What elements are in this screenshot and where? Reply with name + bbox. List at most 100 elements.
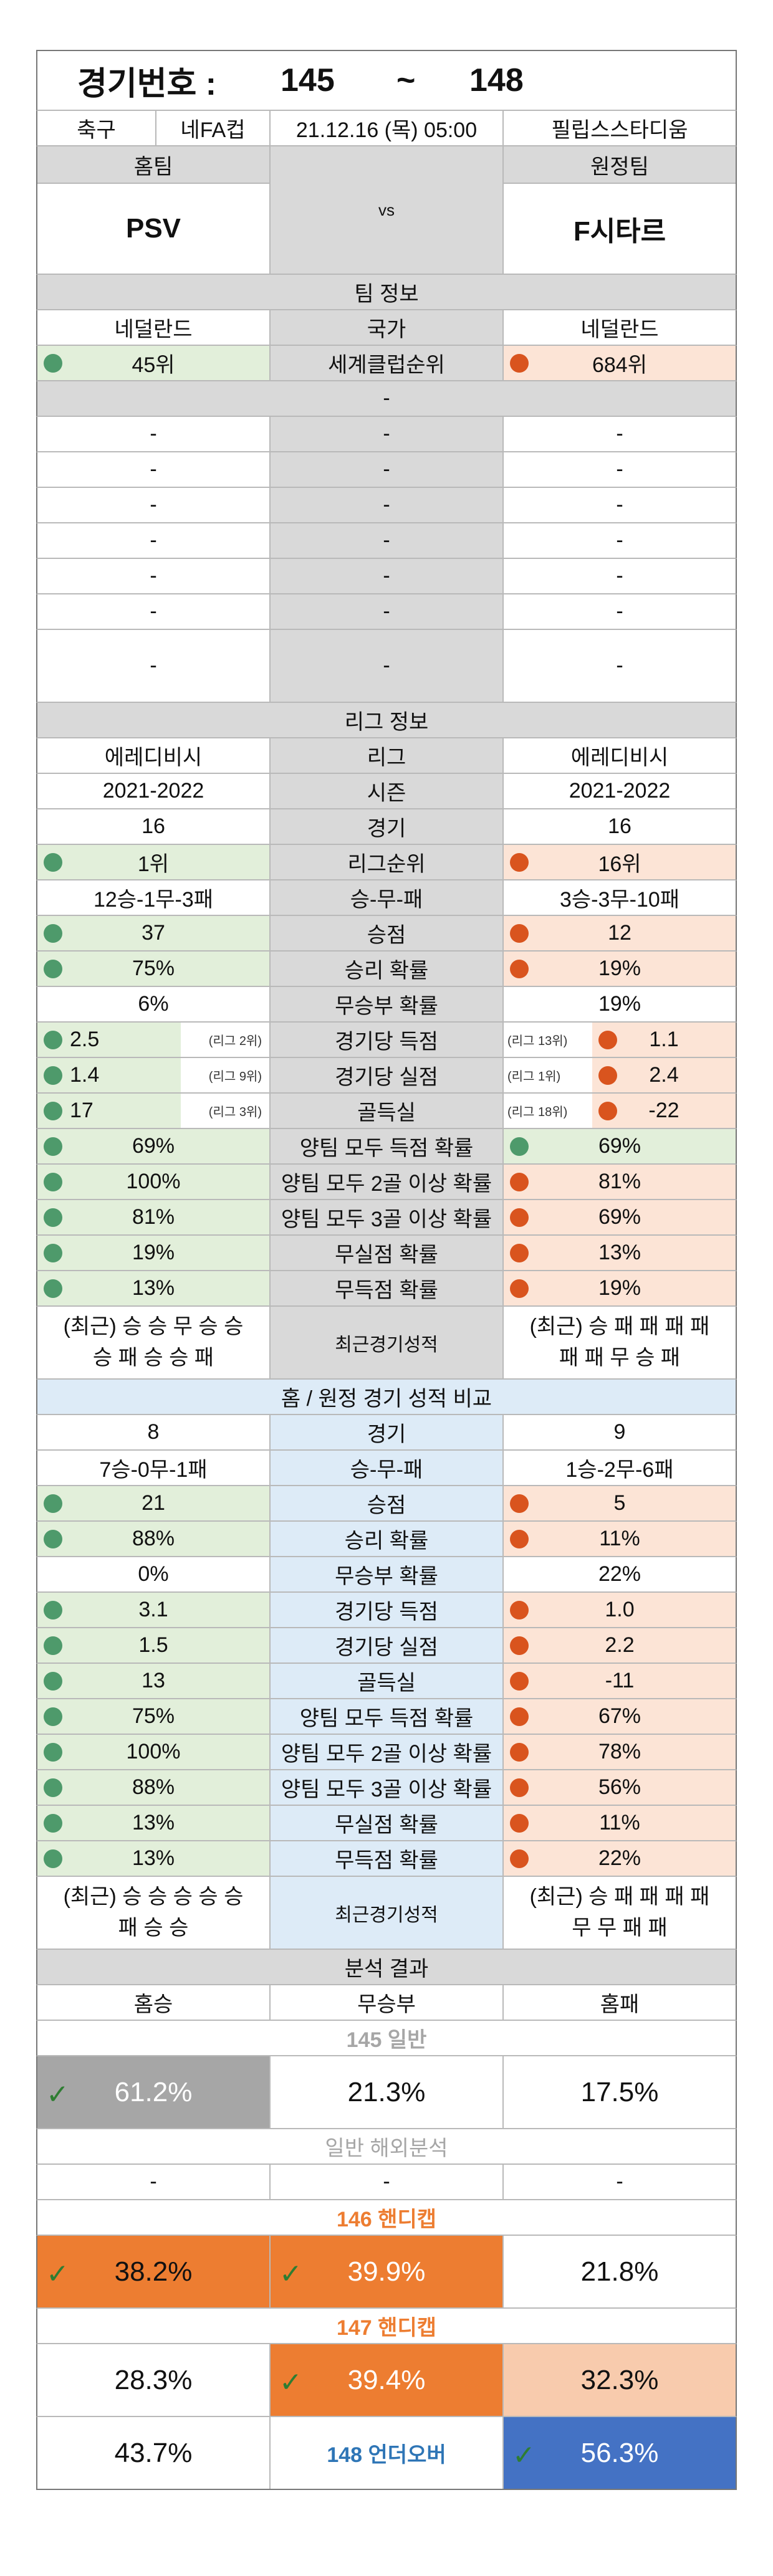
home-stat-value: 69% bbox=[132, 1134, 175, 1158]
home-stat: 21 bbox=[37, 1486, 271, 1520]
stat-label: 골득실 bbox=[271, 1094, 504, 1128]
stat-row: 0% 무승부 확률 22% bbox=[36, 1557, 737, 1593]
empty-cell: - bbox=[271, 630, 504, 702]
home-stat: 16 bbox=[37, 809, 271, 844]
home-stat: 에레디비시 bbox=[37, 738, 271, 773]
home-stat-value: 13% bbox=[132, 1276, 175, 1300]
empty-row: --- bbox=[36, 594, 737, 630]
home-stat: 17 (리그 3위) bbox=[37, 1094, 271, 1128]
match-number-from: 145 bbox=[281, 62, 335, 98]
stat-label-text: 무득점 확률 bbox=[335, 1279, 438, 1302]
home-stat: 75% bbox=[37, 1699, 271, 1734]
game147-title-row: 147 핸디캡 bbox=[36, 2309, 737, 2344]
away-stat-value: 16위 bbox=[598, 852, 641, 876]
home-league-rank: (리그 2위) bbox=[208, 1034, 262, 1048]
country-row: 네덜란드 국가 네덜란드 bbox=[36, 310, 737, 346]
away-stat: 12 bbox=[504, 916, 736, 950]
away-indicator-dot bbox=[510, 923, 529, 943]
home-stat: 1.4 (리그 9위) bbox=[37, 1058, 271, 1092]
away-indicator-dot bbox=[510, 1243, 529, 1262]
home-stat-value: 2021-2022 bbox=[102, 779, 204, 803]
stat-label-text: 경기당 득점 bbox=[335, 1600, 438, 1624]
empty-cell: - bbox=[271, 559, 504, 593]
stat-label: 리그 bbox=[271, 738, 504, 773]
team-info-dash: - bbox=[383, 386, 390, 410]
home-stat: 0% bbox=[37, 1557, 271, 1591]
away-indicator-dot bbox=[598, 1030, 617, 1049]
home-indicator-dot bbox=[44, 1279, 62, 1298]
home-stat: 100% bbox=[37, 1165, 271, 1199]
game146-home: ✓ 38.2% bbox=[37, 2236, 271, 2307]
empty-row: --- bbox=[36, 452, 737, 488]
away-stat-value: 2021-2022 bbox=[569, 779, 671, 803]
home-indicator-dot bbox=[44, 1137, 62, 1156]
away-indicator-dot bbox=[510, 1172, 529, 1191]
away-stat-value: 13% bbox=[598, 1241, 641, 1264]
home-recent-line2: 패 승 승 bbox=[118, 1915, 189, 1940]
away-stat-value: 19% bbox=[598, 1276, 641, 1300]
empty-cell: - bbox=[271, 452, 504, 487]
stat-row: 1위 리그순위 16위 bbox=[36, 845, 737, 880]
away-stat-value: 16 bbox=[608, 814, 631, 838]
home-indicator-dot bbox=[44, 1529, 62, 1548]
home-stat-value: 13% bbox=[132, 1846, 175, 1870]
away-recent-line2: 무 무 패 패 bbox=[572, 1915, 668, 1940]
away-stat: 3승-3무-10패 bbox=[504, 880, 736, 915]
game146-draw-value: 39.9% bbox=[347, 2256, 426, 2287]
away-team-name: F시타르 bbox=[573, 216, 666, 247]
home-indicator-dot bbox=[44, 1636, 62, 1655]
away-indicator-dot bbox=[510, 959, 529, 978]
stat-label: 양팀 모두 3골 이상 확률 bbox=[271, 1770, 504, 1805]
stat-row: 100% 양팀 모두 2골 이상 확률 81% bbox=[36, 1165, 737, 1200]
home-indicator-dot bbox=[44, 1600, 62, 1620]
game145-title-row: 145 일반 bbox=[36, 2021, 737, 2056]
stat-label-text: 경기당 득점 bbox=[335, 1030, 438, 1054]
empty-cell: - bbox=[616, 564, 623, 588]
stat-label-text: 무득점 확률 bbox=[335, 1849, 438, 1872]
away-indicator-dot bbox=[510, 1137, 529, 1156]
stat-label-text: 승-무-패 bbox=[350, 888, 423, 912]
stat-label: 무실점 확률 bbox=[271, 1806, 504, 1840]
stat-row: 81% 양팀 모두 3골 이상 확률 69% bbox=[36, 1200, 737, 1236]
league-info-title-row: 리그 정보 bbox=[36, 703, 737, 738]
home-stat: 1위 bbox=[37, 845, 271, 879]
stat-label-text: 리그 bbox=[367, 746, 406, 770]
stat-label-text: 승리 확률 bbox=[344, 959, 429, 983]
home-stat: 3.1 bbox=[37, 1593, 271, 1627]
home-stat: 7승-0무-1패 bbox=[37, 1451, 271, 1485]
check-icon: ✓ bbox=[512, 2440, 535, 2471]
game145-away: 17.5% bbox=[580, 2076, 659, 2107]
stat-label: 양팀 모두 2골 이상 확률 bbox=[271, 1165, 504, 1199]
away-stat: 69% bbox=[504, 1129, 736, 1163]
away-stat: 19% bbox=[504, 952, 736, 986]
home-stat-value: 1.5 bbox=[138, 1633, 168, 1657]
stat-row: 6% 무승부 확률 19% bbox=[36, 987, 737, 1023]
stat-label-text: 무실점 확률 bbox=[335, 1813, 438, 1837]
overseas-title-row: 일반 해외분석 bbox=[36, 2129, 737, 2165]
compare-rows: 8 경기 9 7승-0무-1패 승-무-패 1승-2무-6패 21 승점 5 88% 승리 확률 11… bbox=[36, 1415, 737, 1877]
empty-cell: - bbox=[616, 493, 623, 517]
game146-away: 21.8% bbox=[580, 2256, 659, 2287]
home-stat-value: 8 bbox=[147, 1420, 160, 1444]
away-team-label: 원정팀 bbox=[504, 146, 736, 184]
empty-row: --- bbox=[36, 559, 737, 594]
stat-row: 13% 무득점 확률 19% bbox=[36, 1271, 737, 1307]
away-country: 네덜란드 bbox=[580, 318, 659, 341]
stat-label-text: 승점 bbox=[367, 923, 406, 947]
away-indicator-dot bbox=[598, 1066, 617, 1085]
empty-cell: - bbox=[37, 417, 271, 451]
home-league-rank: (리그 9위) bbox=[208, 1070, 262, 1084]
home-stat-value: 88% bbox=[132, 1775, 175, 1799]
check-icon: ✓ bbox=[279, 2367, 302, 2398]
stat-row: 2.5 (리그 2위) 경기당 득점 1.1 (리그 13위) bbox=[36, 1023, 737, 1058]
away-stat: 22% bbox=[504, 1557, 736, 1591]
away-stat-value: 1.1 bbox=[649, 1028, 679, 1051]
home-indicator-dot bbox=[44, 353, 62, 373]
game146-draw: ✓ 39.9% bbox=[271, 2236, 504, 2307]
away-indicator-dot bbox=[510, 1529, 529, 1548]
stat-label-text: 무실점 확률 bbox=[335, 1243, 438, 1267]
away-indicator-dot bbox=[510, 1742, 529, 1762]
home-stat-value: 100% bbox=[126, 1170, 181, 1193]
home-stat: 1.5 bbox=[37, 1628, 271, 1662]
stat-row: 13% 무득점 확률 22% bbox=[36, 1841, 737, 1877]
